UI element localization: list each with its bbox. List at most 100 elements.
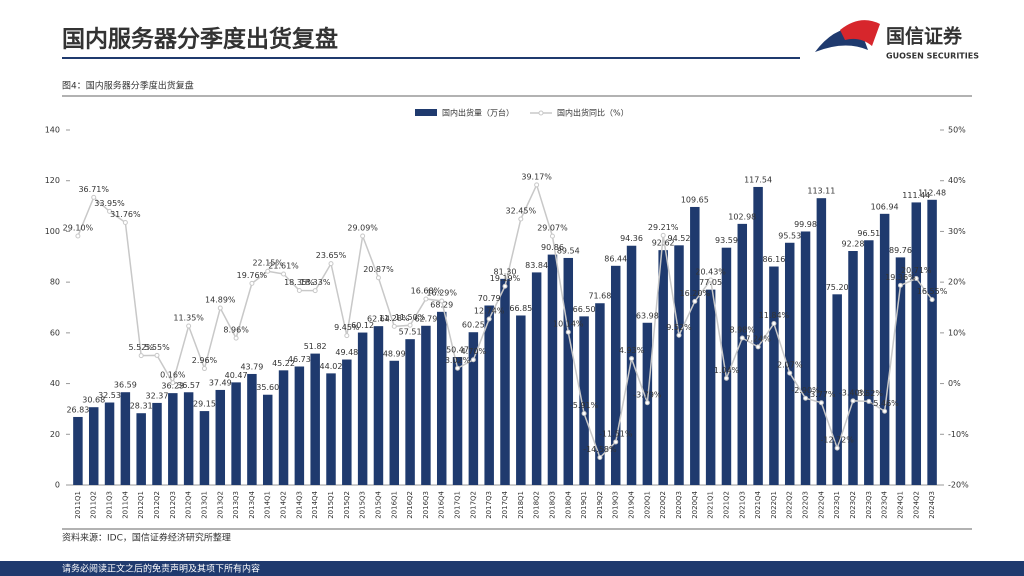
y-tick-label: 80 — [50, 278, 60, 287]
bar-value-label: 44.02 — [320, 362, 343, 371]
bar — [247, 373, 257, 485]
x-tick-label: 2015Q1 — [327, 491, 335, 519]
x-tick-label: 2013Q4 — [248, 490, 256, 518]
line-point — [391, 323, 397, 329]
line-value-label: 3.02% — [445, 356, 471, 365]
line-point — [534, 182, 540, 188]
bar — [531, 272, 542, 485]
bar-value-label: 37.49 — [209, 378, 232, 387]
line-value-label: 21.61% — [268, 261, 299, 270]
bar — [895, 257, 906, 485]
line-point — [929, 297, 935, 303]
bar — [183, 392, 194, 485]
x-tick-label: 2014Q2 — [280, 491, 288, 519]
x-tick-label: 2022Q4 — [817, 490, 825, 518]
line-value-label: -5.91% — [570, 401, 599, 410]
bar — [342, 359, 352, 485]
bar — [421, 325, 431, 485]
bar — [199, 411, 210, 485]
x-tick-label: 2017Q2 — [469, 491, 477, 519]
line-point — [138, 353, 144, 359]
bar — [737, 223, 748, 486]
bar — [563, 257, 574, 485]
bar — [658, 250, 668, 485]
line-value-label: 5.52% — [128, 343, 154, 352]
bar-value-label: 111.44 — [902, 191, 930, 200]
bar-value-label: 46.73 — [288, 355, 311, 364]
bar — [389, 360, 400, 485]
x-tick-label: 2012Q2 — [153, 491, 161, 519]
line-point — [660, 232, 666, 238]
line-value-label: 4.70% — [461, 347, 487, 356]
y-tick-label: 0 — [55, 481, 60, 490]
y2-tick-label: -20% — [948, 481, 969, 490]
legend-label: 国内出货同比（%） — [557, 108, 629, 118]
x-tick-label: 2011Q1 — [74, 491, 82, 519]
line-value-label: 18.35% — [284, 278, 315, 287]
line-value-label: 29.21% — [648, 223, 679, 232]
line-value-label: 19.36% — [885, 273, 916, 282]
bar-value-label: 94.52 — [668, 234, 691, 243]
figure-caption: 图4：国内服务器分季度出货复盘 — [62, 80, 194, 92]
bar — [879, 213, 890, 485]
bar — [88, 407, 99, 485]
x-tick-label: 2024Q2 — [912, 491, 920, 519]
line-value-label: 32.45% — [506, 207, 537, 216]
line-value-label: 39.17% — [521, 172, 552, 181]
line-point — [423, 296, 429, 302]
line-value-label: 12.74% — [474, 306, 505, 315]
bar-value-label: 62.64 — [367, 315, 390, 324]
line-point — [755, 344, 761, 350]
line-value-label: -11.51% — [599, 429, 633, 438]
x-tick-label: 2017Q3 — [485, 491, 493, 519]
line-value-label: 16.68% — [411, 286, 442, 295]
line-value-label: 22.15% — [252, 259, 283, 268]
legend-swatch — [415, 109, 437, 116]
x-tick-label: 2011Q3 — [106, 491, 114, 519]
line-point — [803, 395, 809, 401]
x-tick-label: 2023Q3 — [865, 491, 873, 519]
x-tick-label: 2015Q3 — [359, 491, 367, 519]
line-point — [739, 335, 745, 341]
bar — [500, 278, 510, 485]
x-tick-label: 2023Q4 — [881, 490, 889, 518]
line-point — [771, 321, 777, 327]
bar-value-label: 66.50 — [573, 305, 596, 314]
line-value-label: 1.04% — [714, 366, 740, 375]
line-value-label: 11.28% — [379, 314, 410, 323]
y-tick-label: 120 — [45, 176, 60, 185]
bar-value-label: 81.30 — [494, 267, 517, 276]
footer-text: 请务必阅读正文之后的免责声明及其项下所有内容 — [62, 563, 260, 575]
bar-value-label: 95.53 — [778, 231, 801, 240]
logo-cn: 国信证券 — [886, 25, 963, 48]
line-value-label: 20.43% — [695, 267, 726, 276]
bar — [784, 242, 795, 485]
line-point — [344, 333, 350, 339]
x-tick-label: 2020Q3 — [675, 491, 683, 519]
bar-value-label: 99.98 — [794, 220, 817, 229]
bar-value-label: 93.59 — [715, 236, 738, 245]
line-point — [613, 439, 619, 445]
line-value-label: 9.45% — [334, 323, 360, 332]
x-tick-label: 2023Q2 — [849, 491, 857, 519]
line-value-label: 20.87% — [363, 265, 394, 274]
legend-label: 国内出货量（万台） — [442, 108, 514, 118]
x-tick-label: 2016Q2 — [406, 491, 414, 519]
line-value-label: 5.55% — [144, 343, 170, 352]
line-point — [470, 357, 476, 363]
bar-value-label: 94.36 — [620, 234, 643, 243]
bar — [610, 265, 621, 485]
bar — [753, 186, 763, 485]
line-value-label: 2.07% — [777, 361, 803, 370]
line-point — [723, 375, 729, 381]
source-note: 资料来源：IDC，国信证券经济研究所整理 — [62, 532, 231, 544]
x-tick-label: 2011Q4 — [121, 490, 129, 518]
line-point — [897, 282, 903, 288]
x-tick-label: 2013Q1 — [200, 491, 208, 519]
line-value-label: 31.76% — [110, 210, 141, 219]
bar-value-label: 112.48 — [918, 188, 946, 197]
bar — [326, 373, 336, 485]
line-point — [122, 220, 128, 226]
bar — [73, 416, 83, 485]
line-value-label: 11.50% — [395, 313, 426, 322]
